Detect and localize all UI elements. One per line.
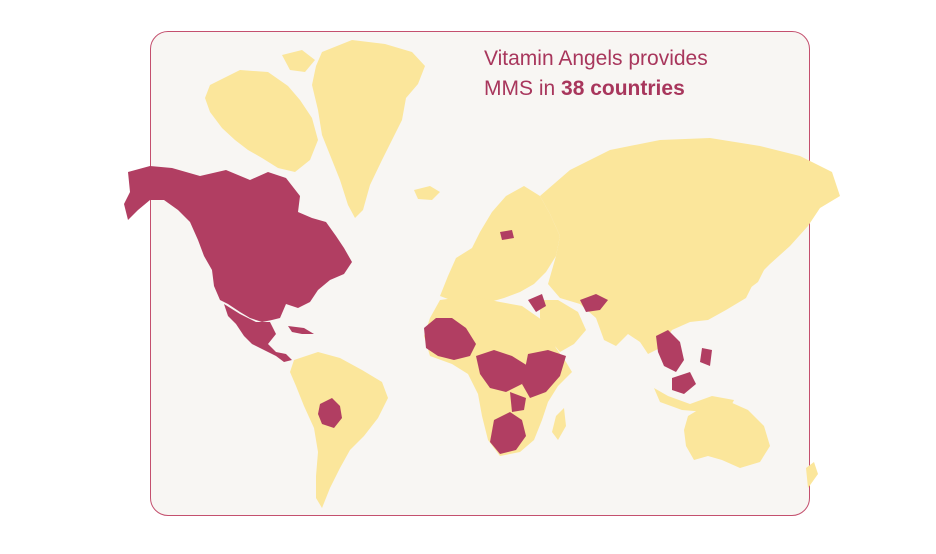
headline-prefix: MMS in xyxy=(484,77,556,100)
madagascar xyxy=(552,408,566,440)
arctic-islands xyxy=(205,70,318,172)
caribbean xyxy=(288,326,314,334)
headline-line-1: Vitamin Angels provides xyxy=(484,47,708,70)
headline: Vitamin Angels provides MMS in 38 countr… xyxy=(484,44,708,104)
central-africa xyxy=(476,350,528,392)
afghanistan xyxy=(580,294,608,312)
bolivia xyxy=(318,398,342,428)
new-zealand xyxy=(806,462,818,488)
headline-highlight: 38 countries xyxy=(561,77,685,100)
syria xyxy=(528,294,546,312)
latvia xyxy=(500,230,514,240)
southeast-asia xyxy=(656,330,684,372)
arctic-islands-small xyxy=(282,50,315,72)
southern-africa xyxy=(490,412,526,454)
asia xyxy=(540,138,840,354)
philippines xyxy=(700,348,712,366)
europe xyxy=(440,186,560,302)
australia xyxy=(684,402,770,468)
headline-line-2: MMS in 38 countries xyxy=(484,74,708,104)
south-america xyxy=(290,352,388,508)
west-africa xyxy=(424,318,476,360)
southern-africa-north xyxy=(510,392,526,412)
central-america xyxy=(224,304,292,362)
north-america xyxy=(124,166,352,322)
japan xyxy=(748,256,766,288)
borneo xyxy=(672,372,696,394)
iceland xyxy=(414,186,440,200)
east-africa xyxy=(522,350,566,398)
greenland xyxy=(312,40,425,218)
